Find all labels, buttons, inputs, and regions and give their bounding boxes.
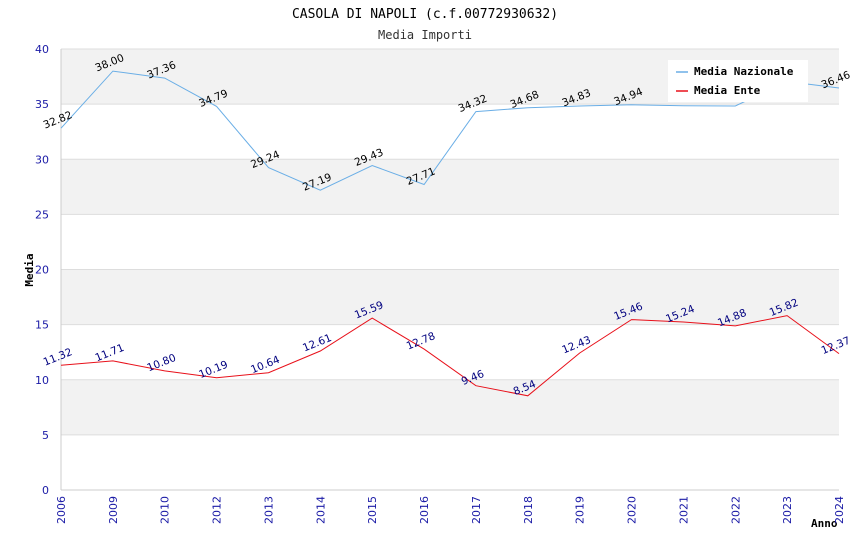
y-tick-label: 15 bbox=[35, 319, 49, 332]
y-tick-label: 10 bbox=[35, 374, 49, 387]
legend-box bbox=[668, 60, 808, 102]
grid-band bbox=[61, 269, 839, 325]
y-tick-label: 30 bbox=[35, 153, 49, 166]
x-tick-label: 2022 bbox=[729, 496, 742, 524]
grid-band bbox=[61, 104, 839, 160]
y-tick-label: 0 bbox=[42, 484, 49, 497]
y-tick-label: 25 bbox=[35, 208, 49, 221]
y-tick-label: 20 bbox=[35, 264, 49, 277]
x-tick-label: 2016 bbox=[418, 496, 431, 524]
x-tick-label: 2020 bbox=[626, 496, 639, 524]
x-tick-label: 2009 bbox=[107, 496, 120, 524]
x-tick-label: 2012 bbox=[211, 496, 224, 524]
series-line-media-nazionale bbox=[60, 70, 840, 191]
x-tick-label: 2023 bbox=[781, 496, 794, 524]
grid-band bbox=[61, 159, 839, 215]
y-axis-label: Media bbox=[23, 253, 36, 286]
x-axis-label: Anno bbox=[811, 517, 838, 530]
series-line-media-ente bbox=[60, 315, 840, 397]
y-tick-label: 40 bbox=[35, 43, 49, 56]
x-tick-label: 2017 bbox=[470, 496, 483, 524]
series-group bbox=[60, 70, 840, 397]
chart-subtitle: Media Importi bbox=[378, 28, 472, 42]
legend: Media Nazionale Media Ente bbox=[668, 60, 808, 102]
x-tick-label: 2014 bbox=[314, 496, 327, 524]
grid-lines bbox=[60, 48, 839, 491]
grid-band bbox=[61, 379, 839, 435]
x-tick-label: 2019 bbox=[574, 496, 587, 524]
y-tick-label: 5 bbox=[42, 429, 49, 442]
x-tick-label: 2024 bbox=[833, 496, 846, 524]
legend-label-media-ente: Media Ente bbox=[694, 84, 761, 97]
x-tick-label: 2006 bbox=[55, 496, 68, 524]
x-tick-label: 2021 bbox=[677, 496, 690, 524]
x-tick-label: 2013 bbox=[262, 496, 275, 524]
grid-band bbox=[61, 434, 839, 490]
grid-band bbox=[61, 324, 839, 380]
x-tick-label: 2015 bbox=[366, 496, 379, 524]
grid-bands bbox=[61, 49, 839, 490]
x-tick-label: 2010 bbox=[159, 496, 172, 524]
chart-title: CASOLA DI NAPOLI (c.f.00772930632) bbox=[292, 7, 558, 22]
grid-band bbox=[61, 214, 839, 270]
x-axis-ticks: 2006 2009 2010 2012 2013 2014 2015 2016 2017 2018… bbox=[55, 496, 846, 524]
x-tick-label: 2018 bbox=[522, 496, 535, 524]
legend-label-media-nazionale: Media Nazionale bbox=[694, 65, 794, 78]
y-axis-ticks: 0 5 10 15 20 25 30 35 40 bbox=[35, 43, 49, 497]
y-tick-label: 35 bbox=[35, 98, 49, 111]
